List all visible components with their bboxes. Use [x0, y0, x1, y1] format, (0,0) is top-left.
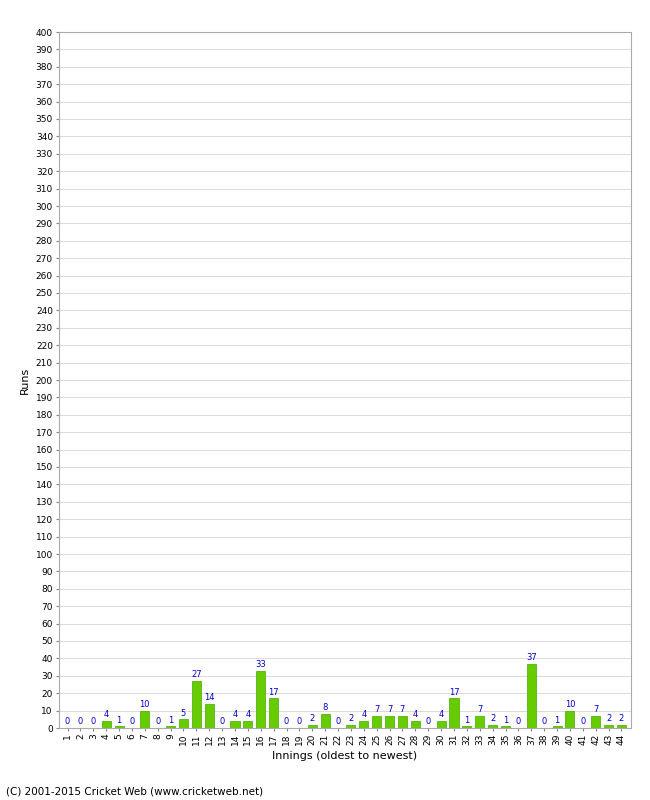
Text: 4: 4	[103, 710, 109, 719]
Text: 17: 17	[268, 688, 279, 697]
Text: 33: 33	[255, 660, 266, 669]
Text: 10: 10	[565, 700, 575, 709]
Text: 4: 4	[232, 710, 238, 719]
Text: 1: 1	[464, 715, 469, 725]
Text: 4: 4	[413, 710, 418, 719]
Text: 0: 0	[155, 718, 161, 726]
Text: 4: 4	[439, 710, 444, 719]
Bar	[101, 721, 111, 728]
Text: 14: 14	[204, 693, 214, 702]
Text: 0: 0	[335, 718, 341, 726]
Text: 0: 0	[78, 718, 83, 726]
Text: 17: 17	[448, 688, 460, 697]
Bar	[450, 698, 458, 728]
Bar	[243, 721, 252, 728]
Text: 0: 0	[284, 718, 289, 726]
Bar	[269, 698, 278, 728]
Text: (C) 2001-2015 Cricket Web (www.cricketweb.net): (C) 2001-2015 Cricket Web (www.cricketwe…	[6, 786, 264, 796]
Text: 2: 2	[606, 714, 611, 722]
Bar	[501, 726, 510, 728]
Text: 1: 1	[554, 715, 560, 725]
Text: 0: 0	[129, 718, 135, 726]
Bar	[140, 710, 150, 728]
Bar	[437, 721, 446, 728]
Bar	[114, 726, 124, 728]
Bar	[592, 716, 600, 728]
X-axis label: Innings (oldest to newest): Innings (oldest to newest)	[272, 750, 417, 761]
Text: 7: 7	[593, 705, 599, 714]
Bar	[346, 725, 356, 728]
Text: 0: 0	[541, 718, 547, 726]
Bar	[372, 716, 381, 728]
Text: 10: 10	[140, 700, 150, 709]
Bar	[231, 721, 239, 728]
Bar	[359, 721, 369, 728]
Text: 2: 2	[619, 714, 624, 722]
Bar	[552, 726, 562, 728]
Text: 0: 0	[516, 718, 521, 726]
Bar	[526, 664, 536, 728]
Text: 1: 1	[168, 715, 173, 725]
Text: 2: 2	[348, 714, 354, 722]
Bar	[617, 725, 626, 728]
Bar	[411, 721, 420, 728]
Text: 2: 2	[490, 714, 495, 722]
Text: 0: 0	[90, 718, 96, 726]
Text: 0: 0	[220, 718, 225, 726]
Text: 7: 7	[400, 705, 405, 714]
Text: 0: 0	[65, 718, 70, 726]
Text: 1: 1	[503, 715, 508, 725]
Text: 2: 2	[309, 714, 315, 722]
Text: 27: 27	[191, 670, 202, 679]
Bar	[256, 670, 265, 728]
Bar	[462, 726, 471, 728]
Text: 0: 0	[297, 718, 302, 726]
Bar	[179, 719, 188, 728]
Text: 0: 0	[426, 718, 431, 726]
Text: 4: 4	[361, 710, 367, 719]
Bar	[604, 725, 613, 728]
Text: 7: 7	[374, 705, 380, 714]
Text: 7: 7	[387, 705, 393, 714]
Bar	[308, 725, 317, 728]
Bar	[398, 716, 407, 728]
Text: 0: 0	[580, 718, 586, 726]
Bar	[488, 725, 497, 728]
Bar	[566, 710, 575, 728]
Text: 5: 5	[181, 709, 186, 718]
Bar	[166, 726, 175, 728]
Y-axis label: Runs: Runs	[20, 366, 30, 394]
Bar	[320, 714, 330, 728]
Bar	[205, 704, 214, 728]
Bar	[475, 716, 484, 728]
Bar	[192, 681, 201, 728]
Text: 4: 4	[245, 710, 250, 719]
Text: 37: 37	[526, 653, 537, 662]
Text: 8: 8	[322, 703, 328, 712]
Text: 1: 1	[116, 715, 122, 725]
Text: 7: 7	[477, 705, 482, 714]
Bar	[385, 716, 394, 728]
